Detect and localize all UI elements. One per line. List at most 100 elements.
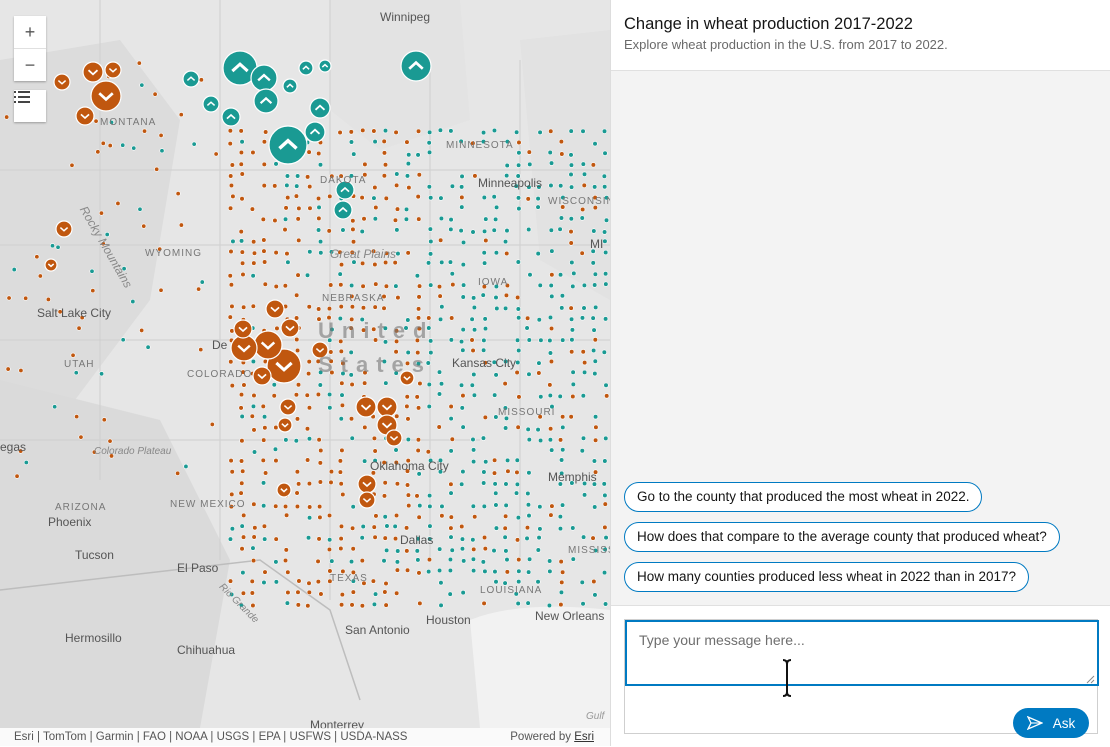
- increase-symbol: [492, 568, 498, 575]
- decrease-symbol: [381, 460, 387, 466]
- increase-symbol: [526, 437, 532, 443]
- suggested-prompt[interactable]: How many counties produced less wheat in…: [624, 562, 1029, 592]
- decrease-symbol: [536, 370, 542, 376]
- decrease-symbol: [568, 229, 574, 235]
- chevron-down-icon: [80, 113, 90, 120]
- decrease-symbol: [548, 512, 554, 518]
- increase-symbol: [602, 150, 608, 156]
- decrease-symbol: [306, 580, 312, 586]
- send-icon: [1026, 716, 1043, 730]
- decrease-symbol: [339, 402, 346, 409]
- decrease-symbol: [381, 305, 387, 311]
- increase-symbol: [471, 304, 477, 311]
- increase-symbol: [493, 250, 500, 256]
- decrease-symbol: [425, 449, 431, 455]
- increase-symbol: [393, 370, 399, 376]
- increase-symbol: [359, 316, 365, 323]
- increase-symbol: [514, 481, 521, 487]
- chevron-down-icon: [59, 227, 69, 232]
- decrease-symbol: [406, 502, 412, 509]
- increase-symbol: [547, 149, 553, 156]
- decrease-symbol: [361, 580, 367, 586]
- decrease-symbol: [178, 222, 184, 228]
- increase-symbol: [602, 316, 609, 322]
- zoom-out-button[interactable]: −: [14, 48, 46, 81]
- map-label: Tucson: [75, 548, 114, 562]
- decrease-symbol: [152, 91, 158, 97]
- map-canvas[interactable]: [0, 0, 610, 746]
- chevron-up-icon: [257, 73, 271, 82]
- resize-handle-icon[interactable]: [1085, 674, 1095, 684]
- esri-link[interactable]: Esri: [574, 731, 594, 743]
- increase-symbol: [557, 272, 564, 278]
- country-label: United States: [318, 318, 435, 377]
- increase-symbol: [494, 305, 500, 312]
- decrease-symbol: [504, 569, 510, 575]
- legend-button[interactable]: [14, 90, 46, 122]
- increase-symbol: [449, 183, 456, 189]
- decrease-symbol: [482, 414, 488, 421]
- increase-symbol: [503, 425, 509, 431]
- decrease-symbol: [272, 217, 278, 224]
- increase-symbol: [503, 481, 509, 487]
- decrease-symbol: [241, 382, 247, 388]
- increase-symbol: [482, 568, 488, 575]
- increase-symbol: [560, 195, 566, 201]
- decrease-symbol: [394, 567, 401, 573]
- increase-symbol: [570, 381, 576, 387]
- decrease-symbol: [350, 569, 356, 575]
- chevron-down-icon: [381, 422, 393, 429]
- chevron-down-icon: [362, 481, 372, 488]
- increase-symbol: [251, 449, 258, 455]
- decrease-symbol: [350, 218, 356, 224]
- map-view[interactable]: Winnipeg Minneapolis Salt Lake City Kans…: [0, 0, 610, 746]
- increase-symbol: [191, 141, 197, 147]
- decrease-symbol: [370, 470, 376, 476]
- decrease-symbol: [381, 173, 387, 179]
- decrease-symbol: [372, 184, 378, 191]
- increase-symbol: [350, 504, 356, 510]
- decrease-symbol: [404, 394, 410, 400]
- chevron-up-icon: [321, 63, 329, 68]
- increase-symbol: [283, 437, 289, 443]
- decrease-symbol: [227, 273, 233, 279]
- increase-symbol: [436, 391, 443, 397]
- decrease-symbol: [395, 295, 401, 301]
- increase-symbol: [549, 293, 555, 299]
- increase-symbol: [491, 194, 497, 200]
- decrease-symbol: [415, 315, 422, 321]
- increase-symbol: [460, 347, 466, 353]
- increase-symbol: [502, 358, 509, 365]
- decrease-symbol: [470, 140, 476, 146]
- decrease-symbol: [570, 393, 576, 400]
- decrease-symbol: [296, 205, 302, 211]
- ask-button[interactable]: Ask: [1013, 708, 1089, 738]
- increase-symbol: [394, 171, 400, 177]
- increase-symbol: [525, 502, 532, 508]
- decrease-symbol: [34, 254, 40, 260]
- increase-symbol: [581, 369, 588, 376]
- message-input[interactable]: Type your message here...: [625, 620, 1099, 686]
- decrease-symbol: [227, 578, 234, 584]
- decrease-symbol: [426, 557, 433, 563]
- wheat-change-symbols[interactable]: [4, 50, 610, 609]
- suggested-prompt[interactable]: Go to the county that produced the most …: [624, 482, 983, 512]
- suggested-prompt[interactable]: How does that compare to the average cou…: [624, 522, 1060, 552]
- decrease-symbol: [251, 260, 257, 266]
- decrease-symbol: [414, 493, 420, 499]
- increase-symbol: [395, 250, 401, 257]
- decrease-symbol: [515, 424, 521, 430]
- chevron-down-icon: [381, 404, 393, 411]
- decrease-symbol: [157, 246, 163, 252]
- decrease-symbol: [37, 273, 43, 279]
- increase-symbol: [460, 261, 466, 268]
- decrease-symbol: [503, 513, 509, 519]
- increase-symbol: [360, 523, 366, 530]
- state-label: TEXAS: [330, 573, 368, 584]
- increase-symbol: [317, 238, 324, 245]
- zoom-control: + −: [14, 16, 46, 81]
- decrease-symbol: [282, 227, 288, 233]
- increase-symbol: [525, 490, 531, 497]
- increase-symbol: [525, 426, 531, 432]
- zoom-in-button[interactable]: +: [24, 22, 36, 42]
